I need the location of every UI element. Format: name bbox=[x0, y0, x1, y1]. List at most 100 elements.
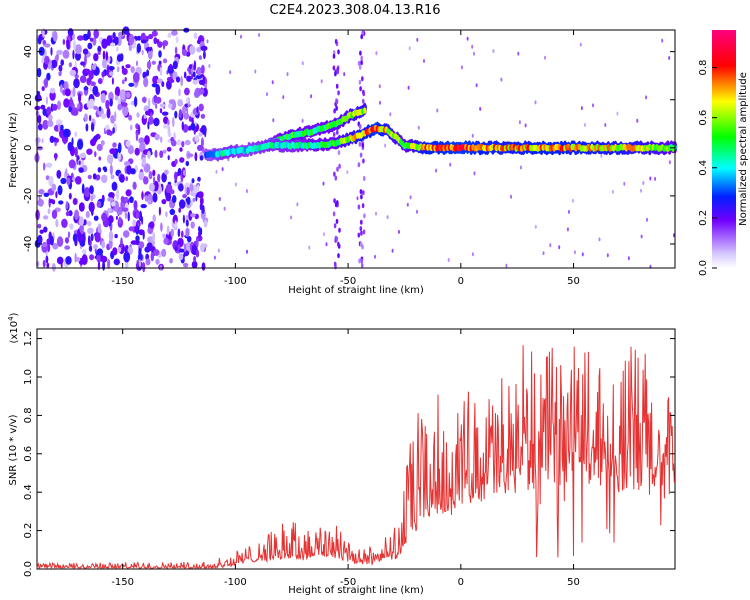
spectrogram-noise-cell bbox=[158, 206, 161, 216]
spectrogram-noise-cell bbox=[141, 49, 144, 56]
spectrogram-noise-cell bbox=[101, 240, 106, 249]
spectrogram-speckle-cell bbox=[375, 211, 377, 216]
spectrogram-noise-cell bbox=[115, 215, 118, 220]
spectrogram-noise-cell bbox=[178, 88, 181, 97]
spectrogram-speckle-cell bbox=[221, 167, 224, 172]
spectrogram-noise-cell bbox=[84, 187, 91, 198]
spectrogram-speckle-cell bbox=[378, 84, 381, 89]
spectrogram-noise-cell bbox=[109, 71, 114, 76]
spectrogram-noise-cell bbox=[72, 233, 78, 243]
spectrogram-noise-cell bbox=[138, 171, 145, 181]
spectrogram-x-label: Height of straight line (km) bbox=[288, 285, 424, 296]
spectrogram-noise-cell bbox=[52, 242, 59, 250]
spectrogram-noise-cell bbox=[57, 123, 61, 133]
spectrogram-noise-cell bbox=[38, 189, 45, 195]
spectrogram-noise-cell bbox=[130, 240, 138, 245]
colorbar-tick-label: 0.8 bbox=[698, 60, 709, 76]
spectrogram-noise-cell bbox=[65, 200, 69, 210]
spectrogram-noise-cell bbox=[98, 156, 102, 161]
spectrogram-speckle-cell bbox=[407, 85, 410, 90]
spectrogram-speckle-cell bbox=[519, 165, 522, 170]
spectrogram-noise-cell bbox=[136, 35, 142, 41]
spectrogram-noise-cell bbox=[82, 33, 89, 41]
spectrogram-noise-cell bbox=[122, 26, 130, 35]
spectrogram-noise-cell bbox=[58, 71, 62, 77]
spectrogram-streak-cell bbox=[332, 211, 336, 217]
spectrogram-noise-cell bbox=[37, 35, 42, 45]
spectrogram-speckle-cell bbox=[645, 95, 648, 100]
spectrogram-noise-cell bbox=[172, 60, 178, 70]
spectrogram-noise-cell bbox=[107, 259, 111, 269]
spectrogram-speckle-cell bbox=[471, 252, 474, 257]
spectrogram-speckle-cell bbox=[386, 215, 389, 220]
snr-x-ticks: -150 -100 -50 0 50 bbox=[111, 329, 580, 588]
spectrogram-speckle-cell bbox=[322, 181, 325, 186]
spectrogram-speckle-cell bbox=[234, 182, 237, 187]
spectrogram-speckle-cell bbox=[286, 72, 289, 77]
spectrogram-y-tick-label: 40 bbox=[23, 45, 34, 58]
spectrogram-noise-cell bbox=[189, 45, 196, 55]
spectrogram-noise-cell bbox=[112, 247, 118, 256]
spectrogram-noise-cell bbox=[140, 39, 147, 44]
spectrogram-noise-cell bbox=[181, 230, 184, 238]
spectrogram-noise-cell bbox=[135, 235, 140, 242]
spectrogram-noise-cell bbox=[195, 74, 202, 79]
spectrogram-streak-cell bbox=[333, 171, 336, 177]
spectrogram-noise-cell bbox=[118, 216, 122, 225]
spectrogram-noise-cell bbox=[181, 121, 184, 131]
spectrogram-noise-cell bbox=[74, 209, 80, 221]
spectrogram-streak-cell bbox=[337, 49, 340, 55]
snr-frame bbox=[36, 328, 676, 570]
spectrogram-speckle-cell bbox=[322, 232, 325, 237]
spectrogram-noise-cell bbox=[179, 157, 185, 163]
spectrogram-speckle-cell bbox=[282, 95, 285, 100]
spectrogram-noise-cell bbox=[88, 114, 92, 122]
spectrogram-noise-cell bbox=[158, 60, 162, 65]
spectrogram-noise-cell bbox=[79, 224, 84, 234]
spectrogram-noise-cell bbox=[90, 138, 96, 147]
spectrogram-noise-cell bbox=[37, 198, 44, 207]
spectrogram-speckle-cell bbox=[510, 194, 513, 199]
spectrogram-streak-cell bbox=[357, 232, 361, 238]
spectrogram-noise-cell bbox=[136, 43, 141, 53]
spectrogram-noise-cell bbox=[77, 103, 81, 110]
spectrogram-noise-cell bbox=[165, 211, 168, 218]
spectrogram-noise-cell bbox=[114, 233, 118, 239]
spectrogram-noise-cell bbox=[74, 146, 78, 158]
spectrogram-noise-cell bbox=[78, 160, 81, 165]
spectrogram-noise-cell bbox=[75, 51, 81, 61]
spectrogram-noise-cell bbox=[51, 209, 58, 219]
spectrogram-noise-cell bbox=[67, 141, 73, 152]
spectrogram-noise-cell bbox=[143, 77, 149, 88]
spectrogram-speckle-cell bbox=[574, 250, 576, 255]
spectrogram-noise-cell bbox=[77, 139, 84, 150]
spectrogram-noise-cell bbox=[177, 228, 181, 237]
spectrogram-noise-cell bbox=[34, 94, 42, 102]
spectrogram-noise-cell bbox=[56, 169, 62, 179]
spectrogram-speckle-cell bbox=[271, 80, 274, 85]
spectrogram-noise-cell bbox=[200, 137, 204, 148]
spectrogram-noise-cell bbox=[179, 248, 185, 253]
spectrogram-noise-cell bbox=[36, 146, 44, 151]
spectrogram-noise-cell bbox=[160, 136, 163, 143]
spectrogram-noise-cell bbox=[132, 181, 137, 190]
spectrogram-noise-cell bbox=[155, 103, 158, 109]
spectrogram-noise-cell bbox=[198, 132, 203, 137]
spectrogram-noise-cell bbox=[176, 139, 182, 146]
spectrogram-noise-cell bbox=[86, 148, 93, 155]
spectrogram-noise-cell bbox=[159, 108, 163, 114]
spectrogram-streak-cell bbox=[332, 132, 336, 137]
spectrogram-noise-cell bbox=[46, 106, 52, 116]
spectrogram-noise-cell bbox=[169, 79, 175, 83]
spectrogram-noise-cell bbox=[101, 212, 108, 222]
spectrogram-noise-cell bbox=[48, 114, 53, 121]
spectrogram-noise-cell bbox=[85, 123, 89, 132]
spectrogram-noise-cell bbox=[132, 219, 137, 227]
spectrogram-noise-cell bbox=[70, 109, 78, 116]
spectrogram-noise-cell bbox=[102, 50, 106, 61]
spectrogram-streak-cell bbox=[360, 230, 363, 236]
spectrogram-noise-cell bbox=[92, 85, 99, 96]
spectrogram-speckle-cell bbox=[542, 251, 545, 256]
spectrogram-noise-cell bbox=[117, 142, 122, 154]
spectrogram-noise-cell bbox=[43, 215, 49, 220]
